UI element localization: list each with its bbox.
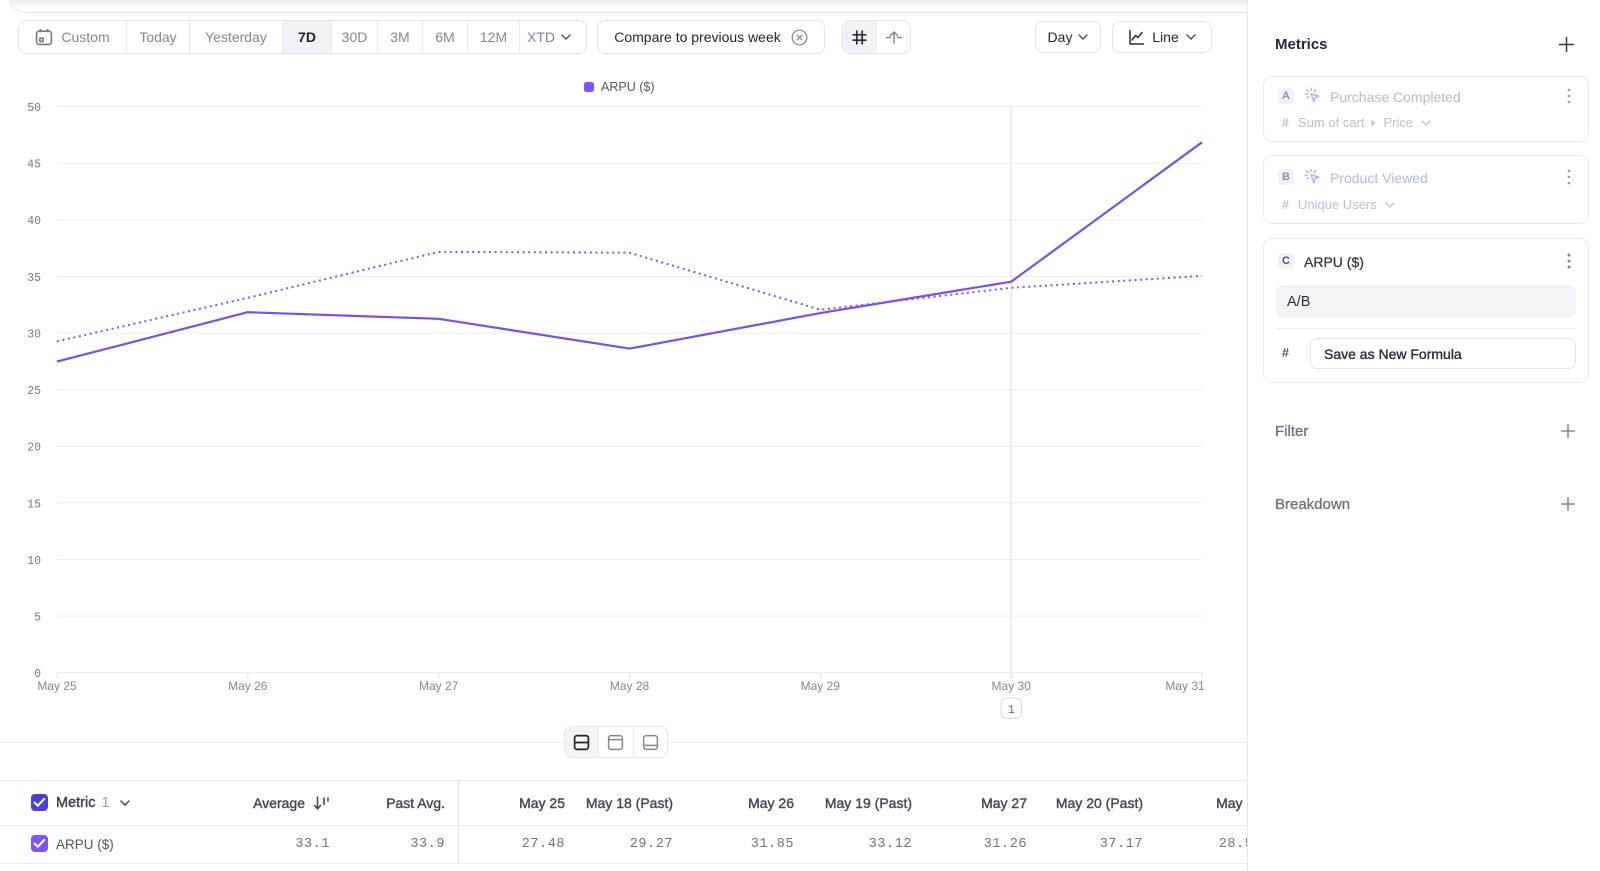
svg-text:May 25: May 25 (37, 679, 77, 693)
svg-text:30: 30 (27, 329, 41, 342)
svg-text:1: 1 (1008, 703, 1015, 717)
svg-text:10: 10 (27, 555, 41, 568)
svg-text:May 30: May 30 (992, 679, 1032, 693)
svg-text:50: 50 (27, 102, 41, 115)
svg-text:25: 25 (27, 385, 41, 398)
svg-text:5: 5 (34, 612, 41, 625)
svg-text:May 27: May 27 (419, 679, 459, 693)
svg-text:15: 15 (27, 498, 41, 511)
svg-text:35: 35 (27, 272, 41, 285)
svg-text:40: 40 (27, 215, 41, 228)
svg-text:May 28: May 28 (610, 679, 650, 693)
svg-text:0: 0 (34, 668, 41, 681)
svg-text:May 29: May 29 (801, 679, 841, 693)
svg-text:May 31: May 31 (1165, 679, 1205, 693)
svg-text:May 26: May 26 (228, 679, 268, 693)
svg-text:45: 45 (27, 159, 41, 172)
svg-text:20: 20 (27, 442, 41, 455)
